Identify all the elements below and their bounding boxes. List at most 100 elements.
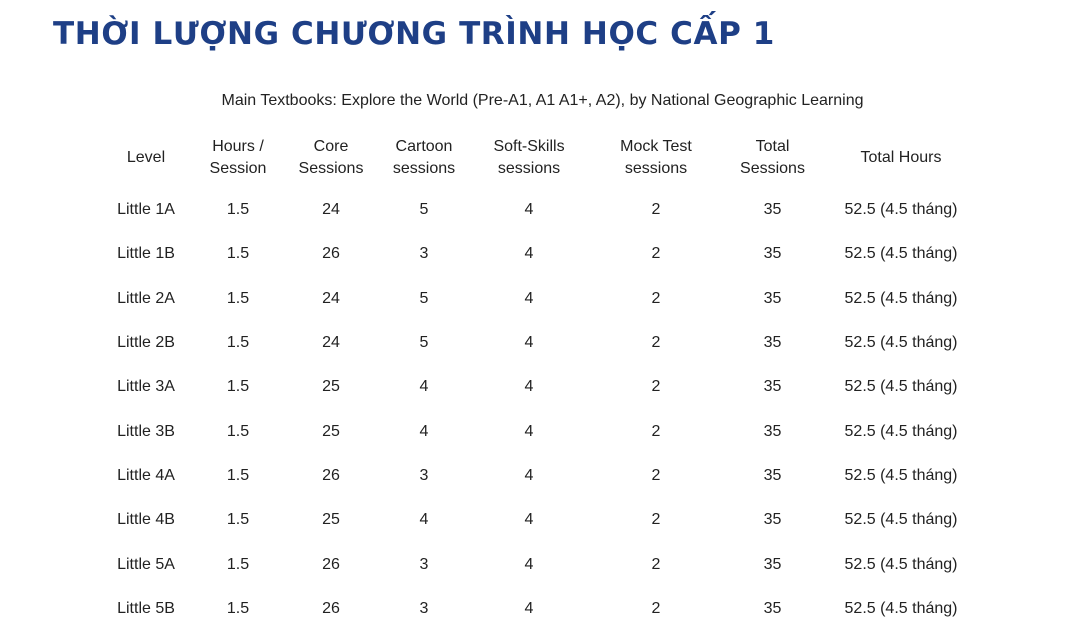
cell-soft-skills-sessions: 4 <box>524 334 534 352</box>
table-header-row: Level Hours / Session Core Sessions Cart… <box>101 128 982 188</box>
table-row: Little 4A 1.5 26 3 4 2 35 52.5 (4.5 tháng) <box>101 454 982 498</box>
cell-cartoon-sessions: 3 <box>419 466 429 484</box>
cell-soft-skills-sessions: 4 <box>524 555 534 573</box>
cell-total-hours: 52.5 (4.5 tháng) <box>844 466 958 484</box>
cell-cartoon-sessions: 3 <box>419 599 429 617</box>
cell-soft-skills-sessions: 4 <box>524 422 534 440</box>
cell-cartoon-sessions: 3 <box>419 245 429 263</box>
cell-total-sessions: 35 <box>763 422 782 440</box>
cell-hours-per-session: 1.5 <box>226 201 250 219</box>
column-header-cartoon-sessions: Cartoon sessions <box>392 138 456 177</box>
program-hours-table: Level Hours / Session Core Sessions Cart… <box>101 128 982 631</box>
cell-core-sessions: 24 <box>322 289 340 307</box>
cell-total-sessions: 35 <box>763 245 782 263</box>
cell-mock-test-sessions: 2 <box>651 422 661 440</box>
cell-core-sessions: 24 <box>322 201 340 219</box>
cell-total-hours: 52.5 (4.5 tháng) <box>844 511 958 529</box>
cell-total-hours: 52.5 (4.5 tháng) <box>844 289 958 307</box>
cell-total-hours: 52.5 (4.5 tháng) <box>844 599 958 617</box>
cell-total-hours: 52.5 (4.5 tháng) <box>844 422 958 440</box>
table-row: Little 5B 1.5 26 3 4 2 35 52.5 (4.5 tháng) <box>101 587 982 631</box>
cell-cartoon-sessions: 5 <box>419 289 429 307</box>
column-header-core-sessions: Core Sessions <box>298 138 364 177</box>
cell-core-sessions: 24 <box>322 334 340 352</box>
cell-hours-per-session: 1.5 <box>226 378 250 396</box>
cell-cartoon-sessions: 5 <box>419 334 429 352</box>
cell-level: Little 1B <box>117 245 175 263</box>
cell-hours-per-session: 1.5 <box>226 245 250 263</box>
cell-core-sessions: 25 <box>322 378 340 396</box>
cell-level: Little 2A <box>117 289 175 307</box>
cell-mock-test-sessions: 2 <box>651 555 661 573</box>
cell-total-sessions: 35 <box>763 334 782 352</box>
cell-core-sessions: 26 <box>322 555 340 573</box>
cell-cartoon-sessions: 4 <box>419 422 429 440</box>
cell-hours-per-session: 1.5 <box>226 289 250 307</box>
table-row: Little 1B 1.5 26 3 4 2 35 52.5 (4.5 tháng) <box>101 232 982 276</box>
cell-soft-skills-sessions: 4 <box>524 201 534 219</box>
cell-level: Little 4B <box>117 511 175 529</box>
cell-hours-per-session: 1.5 <box>226 422 250 440</box>
cell-mock-test-sessions: 2 <box>651 245 661 263</box>
table-row: Little 4B 1.5 25 4 4 2 35 52.5 (4.5 tháng) <box>101 498 982 542</box>
cell-core-sessions: 26 <box>322 599 340 617</box>
column-header-total-hours: Total Hours <box>860 149 942 166</box>
cell-mock-test-sessions: 2 <box>651 511 661 529</box>
cell-cartoon-sessions: 3 <box>419 555 429 573</box>
table-row: Little 3B 1.5 25 4 4 2 35 52.5 (4.5 tháng) <box>101 409 982 453</box>
cell-cartoon-sessions: 4 <box>419 378 429 396</box>
cell-total-hours: 52.5 (4.5 tháng) <box>844 201 958 219</box>
cell-mock-test-sessions: 2 <box>651 201 661 219</box>
cell-mock-test-sessions: 2 <box>651 334 661 352</box>
cell-hours-per-session: 1.5 <box>226 466 250 484</box>
cell-level: Little 2B <box>117 334 175 352</box>
cell-total-hours: 52.5 (4.5 tháng) <box>844 334 958 352</box>
table-row: Little 3A 1.5 25 4 4 2 35 52.5 (4.5 tháng) <box>101 365 982 409</box>
page-title: THỜI LƯỢNG CHƯƠNG TRÌNH HỌC CẤP 1 <box>53 16 775 52</box>
cell-mock-test-sessions: 2 <box>651 466 661 484</box>
cell-soft-skills-sessions: 4 <box>524 466 534 484</box>
cell-total-hours: 52.5 (4.5 tháng) <box>844 245 958 263</box>
cell-total-sessions: 35 <box>763 599 782 617</box>
cell-level: Little 4A <box>117 466 175 484</box>
table-row: Little 2A 1.5 24 5 4 2 35 52.5 (4.5 tháng) <box>101 277 982 321</box>
cell-level: Little 3A <box>117 378 175 396</box>
column-header-soft-skills-sessions: Soft-Skills sessions <box>493 138 565 177</box>
cell-core-sessions: 26 <box>322 466 340 484</box>
cell-mock-test-sessions: 2 <box>651 378 661 396</box>
cell-mock-test-sessions: 2 <box>651 289 661 307</box>
table-row: Little 2B 1.5 24 5 4 2 35 52.5 (4.5 tháng) <box>101 321 982 365</box>
column-header-level: Level <box>126 149 166 166</box>
cell-hours-per-session: 1.5 <box>226 555 250 573</box>
cell-total-sessions: 35 <box>763 555 782 573</box>
cell-mock-test-sessions: 2 <box>651 599 661 617</box>
cell-total-hours: 52.5 (4.5 tháng) <box>844 555 958 573</box>
cell-soft-skills-sessions: 4 <box>524 599 534 617</box>
cell-cartoon-sessions: 5 <box>419 201 429 219</box>
cell-soft-skills-sessions: 4 <box>524 245 534 263</box>
cell-level: Little 5B <box>117 599 175 617</box>
cell-total-sessions: 35 <box>763 466 782 484</box>
table-row: Little 5A 1.5 26 3 4 2 35 52.5 (4.5 tháng) <box>101 542 982 586</box>
cell-level: Little 1A <box>117 201 175 219</box>
cell-total-hours: 52.5 (4.5 tháng) <box>844 378 958 396</box>
cell-core-sessions: 25 <box>322 422 340 440</box>
cell-soft-skills-sessions: 4 <box>524 511 534 529</box>
cell-hours-per-session: 1.5 <box>226 334 250 352</box>
table-body: Little 1A 1.5 24 5 4 2 35 52.5 (4.5 tháng) Littl… <box>101 188 982 631</box>
cell-soft-skills-sessions: 4 <box>524 289 534 307</box>
cell-level: Little 5A <box>117 555 175 573</box>
column-header-total-sessions: Total Sessions <box>740 138 805 177</box>
cell-total-sessions: 35 <box>763 289 782 307</box>
cell-cartoon-sessions: 4 <box>419 511 429 529</box>
column-header-hours-per-session: Hours / Session <box>209 138 267 177</box>
cell-hours-per-session: 1.5 <box>226 511 250 529</box>
cell-level: Little 3B <box>117 422 175 440</box>
cell-total-sessions: 35 <box>763 201 782 219</box>
cell-total-sessions: 35 <box>763 378 782 396</box>
cell-total-sessions: 35 <box>763 511 782 529</box>
cell-core-sessions: 26 <box>322 245 340 263</box>
table-row: Little 1A 1.5 24 5 4 2 35 52.5 (4.5 tháng) <box>101 188 982 232</box>
cell-hours-per-session: 1.5 <box>226 599 250 617</box>
cell-core-sessions: 25 <box>322 511 340 529</box>
